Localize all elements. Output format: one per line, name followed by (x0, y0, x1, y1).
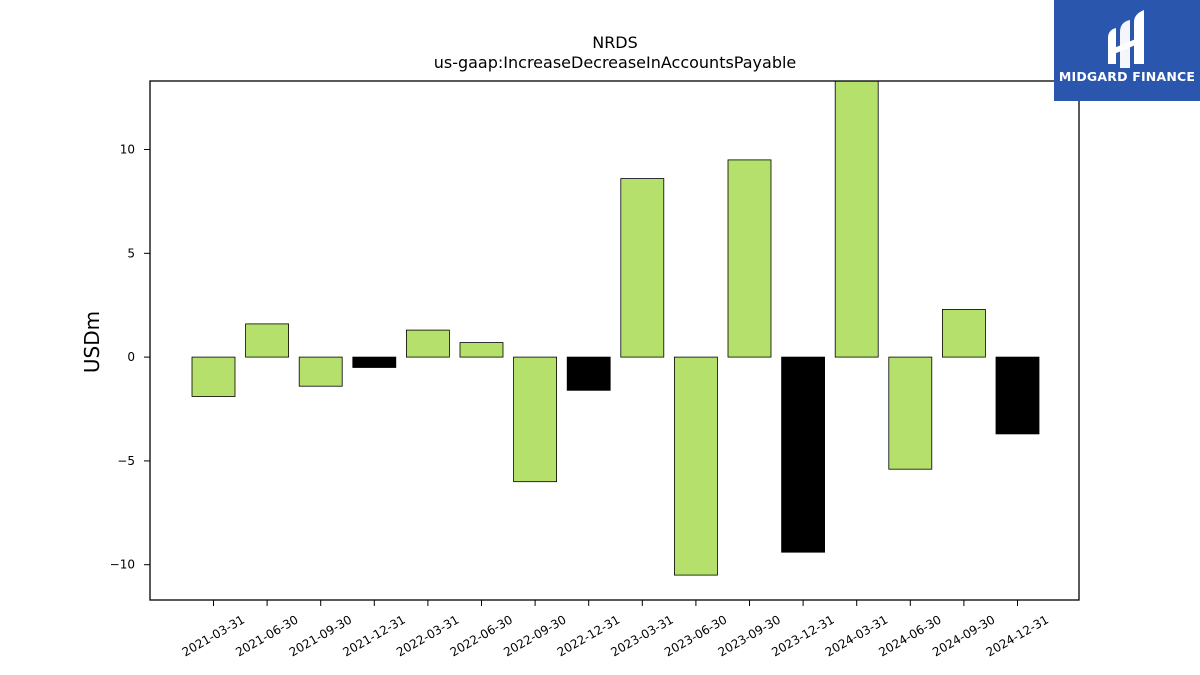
chart-title: NRDS (592, 33, 638, 52)
bar-2021-03-31 (191, 356, 236, 397)
x-ticks: 2021-03-312021-06-302021-09-302021-12-31… (180, 600, 1051, 659)
bar-2021-06-30 (245, 323, 290, 358)
y-axis-label: USDm (80, 311, 104, 373)
bar-2021-09-30 (298, 356, 343, 387)
midgard-finance-logo: MIDGARD FINANCE (1054, 0, 1200, 101)
y-tick-label: 5 (127, 246, 135, 260)
midgard-logo-mark-icon (1108, 10, 1144, 68)
bar-2023-12-31 (781, 356, 825, 553)
bar-2022-12-31 (566, 356, 611, 391)
y-tick-label: −5 (117, 454, 135, 468)
bars (191, 80, 1040, 576)
bar-2022-03-31 (405, 329, 450, 358)
y-tick-label: −10 (110, 558, 135, 572)
y-ticks: −10 −5 0 5 10 (110, 143, 150, 572)
bar-2022-09-30 (513, 356, 557, 483)
plot-frame (149, 80, 1080, 601)
bar-2023-06-30 (674, 356, 718, 576)
bar-2024-03-31 (834, 80, 879, 358)
bar-2023-09-30 (727, 159, 772, 358)
bar-2024-09-30 (942, 308, 986, 358)
bar-2022-06-30 (459, 342, 504, 358)
logo-text: MIDGARD FINANCE (1058, 69, 1196, 84)
bar-2023-03-31 (620, 178, 665, 358)
bar-2024-12-31 (995, 356, 1040, 435)
y-tick-label: 10 (120, 143, 135, 157)
chart-subtitle: us-gaap:IncreaseDecreaseInAccountsPayabl… (434, 53, 797, 72)
bar-2021-12-31 (352, 356, 397, 368)
y-tick-label: 0 (127, 350, 135, 364)
bar-2024-06-30 (888, 356, 933, 470)
